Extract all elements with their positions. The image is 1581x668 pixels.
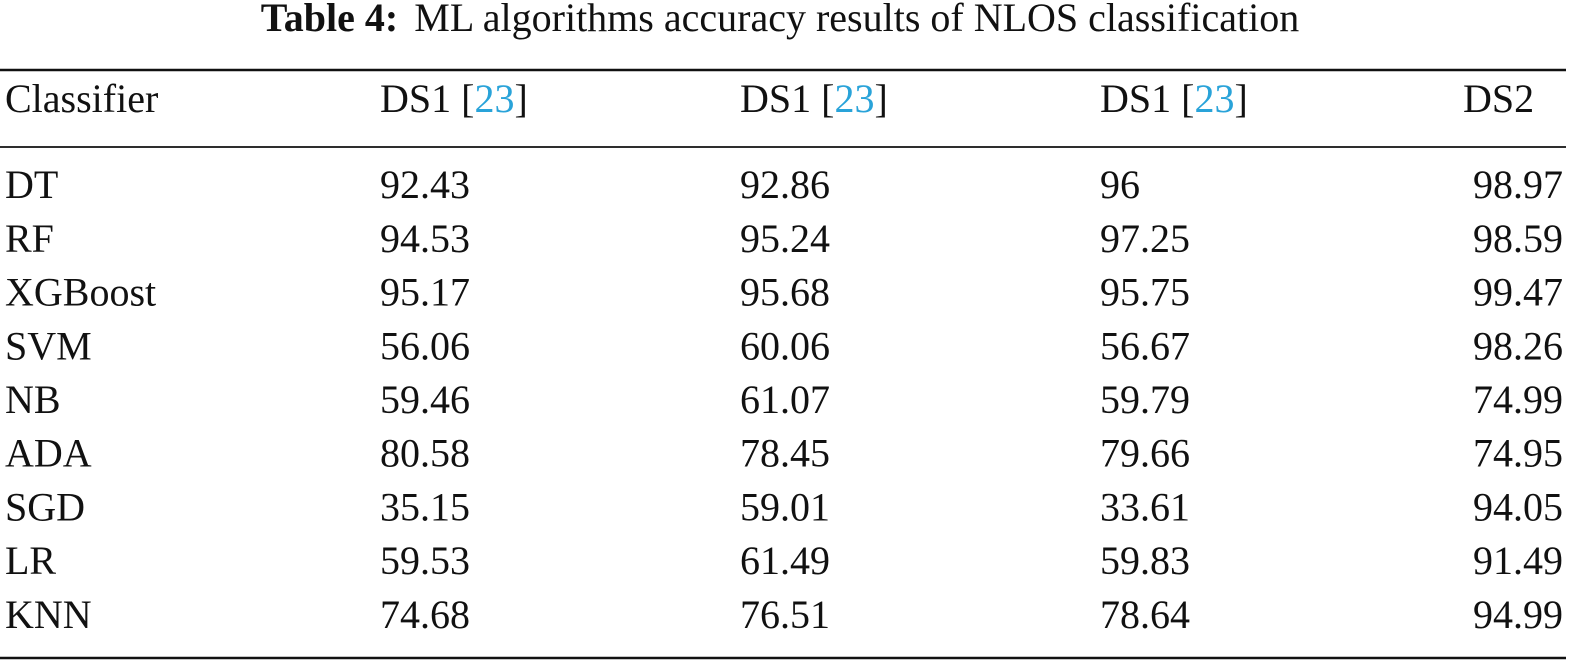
header-text: ] <box>1234 76 1247 121</box>
row-label: ADA <box>5 431 92 476</box>
cell: 60.06 <box>740 323 830 368</box>
cell: 61.49 <box>740 538 830 583</box>
row-label: DT <box>5 162 58 207</box>
cell: 95.17 <box>380 270 470 315</box>
header-text: DS2 <box>1463 76 1534 121</box>
cell: 78.45 <box>740 431 830 476</box>
header-text: Classifier <box>5 76 158 121</box>
cell: 95.24 <box>740 216 830 261</box>
header-text: DS1 [ <box>740 76 834 121</box>
header-cell: DS2 <box>1463 76 1534 121</box>
header-text: ] <box>874 76 887 121</box>
citation: 23 <box>1194 76 1234 121</box>
row-label: SVM <box>5 323 92 368</box>
cell: 98.59 <box>1473 216 1563 261</box>
cell: 94.05 <box>1473 484 1563 529</box>
row-label: SGD <box>5 484 85 529</box>
caption-label: Table 4: <box>261 0 398 40</box>
row-label: RF <box>5 216 54 261</box>
row-label: LR <box>5 538 56 583</box>
cell: 74.95 <box>1473 431 1563 476</box>
header-cell: DS1 [23] <box>380 76 528 121</box>
cell: 35.15 <box>380 484 470 529</box>
header-text: DS1 [ <box>380 76 474 121</box>
cell: 95.68 <box>740 270 830 315</box>
cell: 92.43 <box>380 162 470 207</box>
cell: 33.61 <box>1100 484 1190 529</box>
cell: 74.68 <box>380 592 470 637</box>
caption-text: ML algorithms accuracy results of NLOS c… <box>414 0 1299 40</box>
cell: 92.86 <box>740 162 830 207</box>
cell: 59.79 <box>1100 377 1190 422</box>
cell: 76.51 <box>740 592 830 637</box>
header-cell: DS1 [23] <box>1100 76 1248 121</box>
cell: 97.25 <box>1100 216 1190 261</box>
cell: 98.97 <box>1473 162 1563 207</box>
cell: 94.99 <box>1473 592 1563 637</box>
header-cell: Classifier <box>5 76 158 121</box>
cell: 61.07 <box>740 377 830 422</box>
cell: 59.83 <box>1100 538 1190 583</box>
header-text: DS1 [ <box>1100 76 1194 121</box>
cell: 78.64 <box>1100 592 1190 637</box>
row-label: NB <box>5 377 61 422</box>
row-label: XGBoost <box>5 270 156 315</box>
cell: 99.47 <box>1473 270 1563 315</box>
cell: 59.53 <box>380 538 470 583</box>
row-label: KNN <box>5 592 92 637</box>
cell: 98.26 <box>1473 323 1563 368</box>
caption: Table 4: ML algorithms accuracy results o… <box>261 0 1299 40</box>
cell: 80.58 <box>380 431 470 476</box>
header-text: ] <box>514 76 527 121</box>
header-cell: DS1 [23] <box>740 76 888 121</box>
cell: 96 <box>1100 162 1140 207</box>
cell: 56.67 <box>1100 323 1190 368</box>
citation: 23 <box>474 76 514 121</box>
citation: 23 <box>834 76 874 121</box>
cell: 59.46 <box>380 377 470 422</box>
cell: 56.06 <box>380 323 470 368</box>
cell: 94.53 <box>380 216 470 261</box>
cell: 79.66 <box>1100 431 1190 476</box>
cell: 74.99 <box>1473 377 1563 422</box>
cell: 95.75 <box>1100 270 1190 315</box>
cell: 59.01 <box>740 484 830 529</box>
cell: 91.49 <box>1473 538 1563 583</box>
